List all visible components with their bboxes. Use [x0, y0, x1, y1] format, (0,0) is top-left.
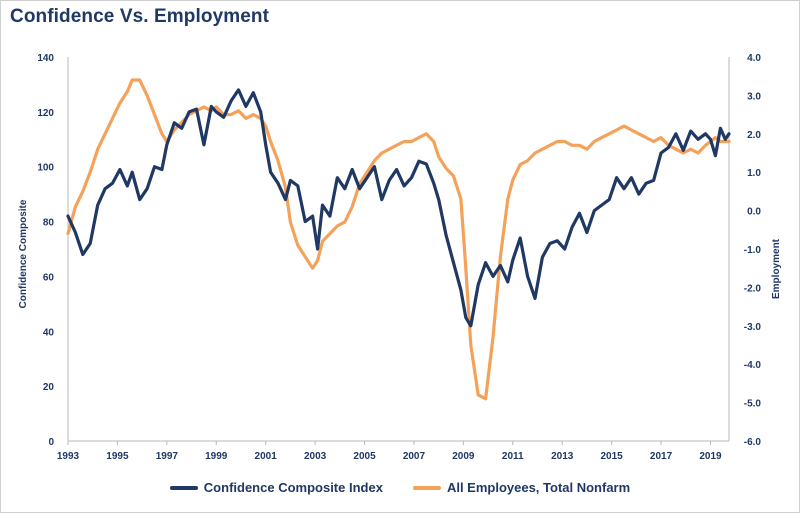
series-line-employment	[66, 78, 731, 401]
y-right-tick-label: 0.0	[747, 207, 761, 218]
y-left-tick-label: 120	[37, 108, 54, 119]
y-right-tick-label: -6.0	[744, 437, 762, 448]
legend-swatch-employment	[412, 485, 441, 490]
x-tick-label: 1999	[205, 451, 228, 462]
y-right-tick-label: -1.0	[744, 245, 762, 256]
y-right-tick-label: 2.0	[747, 130, 761, 141]
x-tick-label: 2019	[699, 451, 722, 462]
y-right-tick-label: -5.0	[744, 399, 762, 410]
x-tick-label: 2015	[601, 451, 624, 462]
x-tick-label: 2001	[255, 451, 278, 462]
x-tick-label: 1997	[156, 451, 179, 462]
y-left-axis-title: Confidence Composite	[18, 199, 29, 308]
x-tick-label: 2013	[551, 451, 574, 462]
x-tick-label: 1993	[57, 451, 80, 462]
x-tick-label: 1995	[106, 451, 129, 462]
legend-item-confidence: Confidence Composite Index	[169, 480, 383, 495]
y-left-tick-label: 60	[43, 272, 55, 283]
y-right-tick-label: 4.0	[747, 53, 761, 64]
legend-item-employment: All Employees, Total Nonfarm	[412, 480, 631, 495]
y-left-tick-label: 0	[48, 437, 54, 448]
x-tick-label: 2009	[452, 451, 475, 462]
x-tick-label: 2007	[403, 451, 426, 462]
y-right-axis-title: Employment	[771, 238, 782, 299]
x-tick-label: 2005	[353, 451, 376, 462]
y-left-tick-label: 80	[43, 218, 55, 229]
y-left-tick-label: 40	[43, 327, 55, 338]
chart-title: Confidence Vs. Employment	[10, 6, 270, 27]
y-right-tick-label: 3.0	[747, 91, 761, 102]
x-tick-label: 2017	[650, 451, 673, 462]
y-right-tick-label: -3.0	[744, 322, 762, 333]
x-tick-label: 2011	[502, 451, 524, 462]
legend: Confidence Composite Index All Employees…	[0, 480, 800, 495]
y-right-tick-label: -4.0	[744, 360, 762, 371]
series-line-confidence	[66, 88, 731, 328]
legend-label-employment: All Employees, Total Nonfarm	[446, 480, 631, 495]
legend-label-confidence: Confidence Composite Index	[203, 480, 383, 495]
legend-swatch-confidence	[169, 485, 198, 490]
y-right-tick-label: -2.0	[744, 283, 762, 294]
x-tick-label: 2003	[304, 451, 327, 462]
y-right-tick-label: 1.0	[747, 168, 761, 179]
y-left-tick-label: 20	[43, 382, 55, 393]
y-left-tick-label: 100	[37, 163, 54, 174]
y-left-tick-label: 140	[37, 53, 54, 64]
